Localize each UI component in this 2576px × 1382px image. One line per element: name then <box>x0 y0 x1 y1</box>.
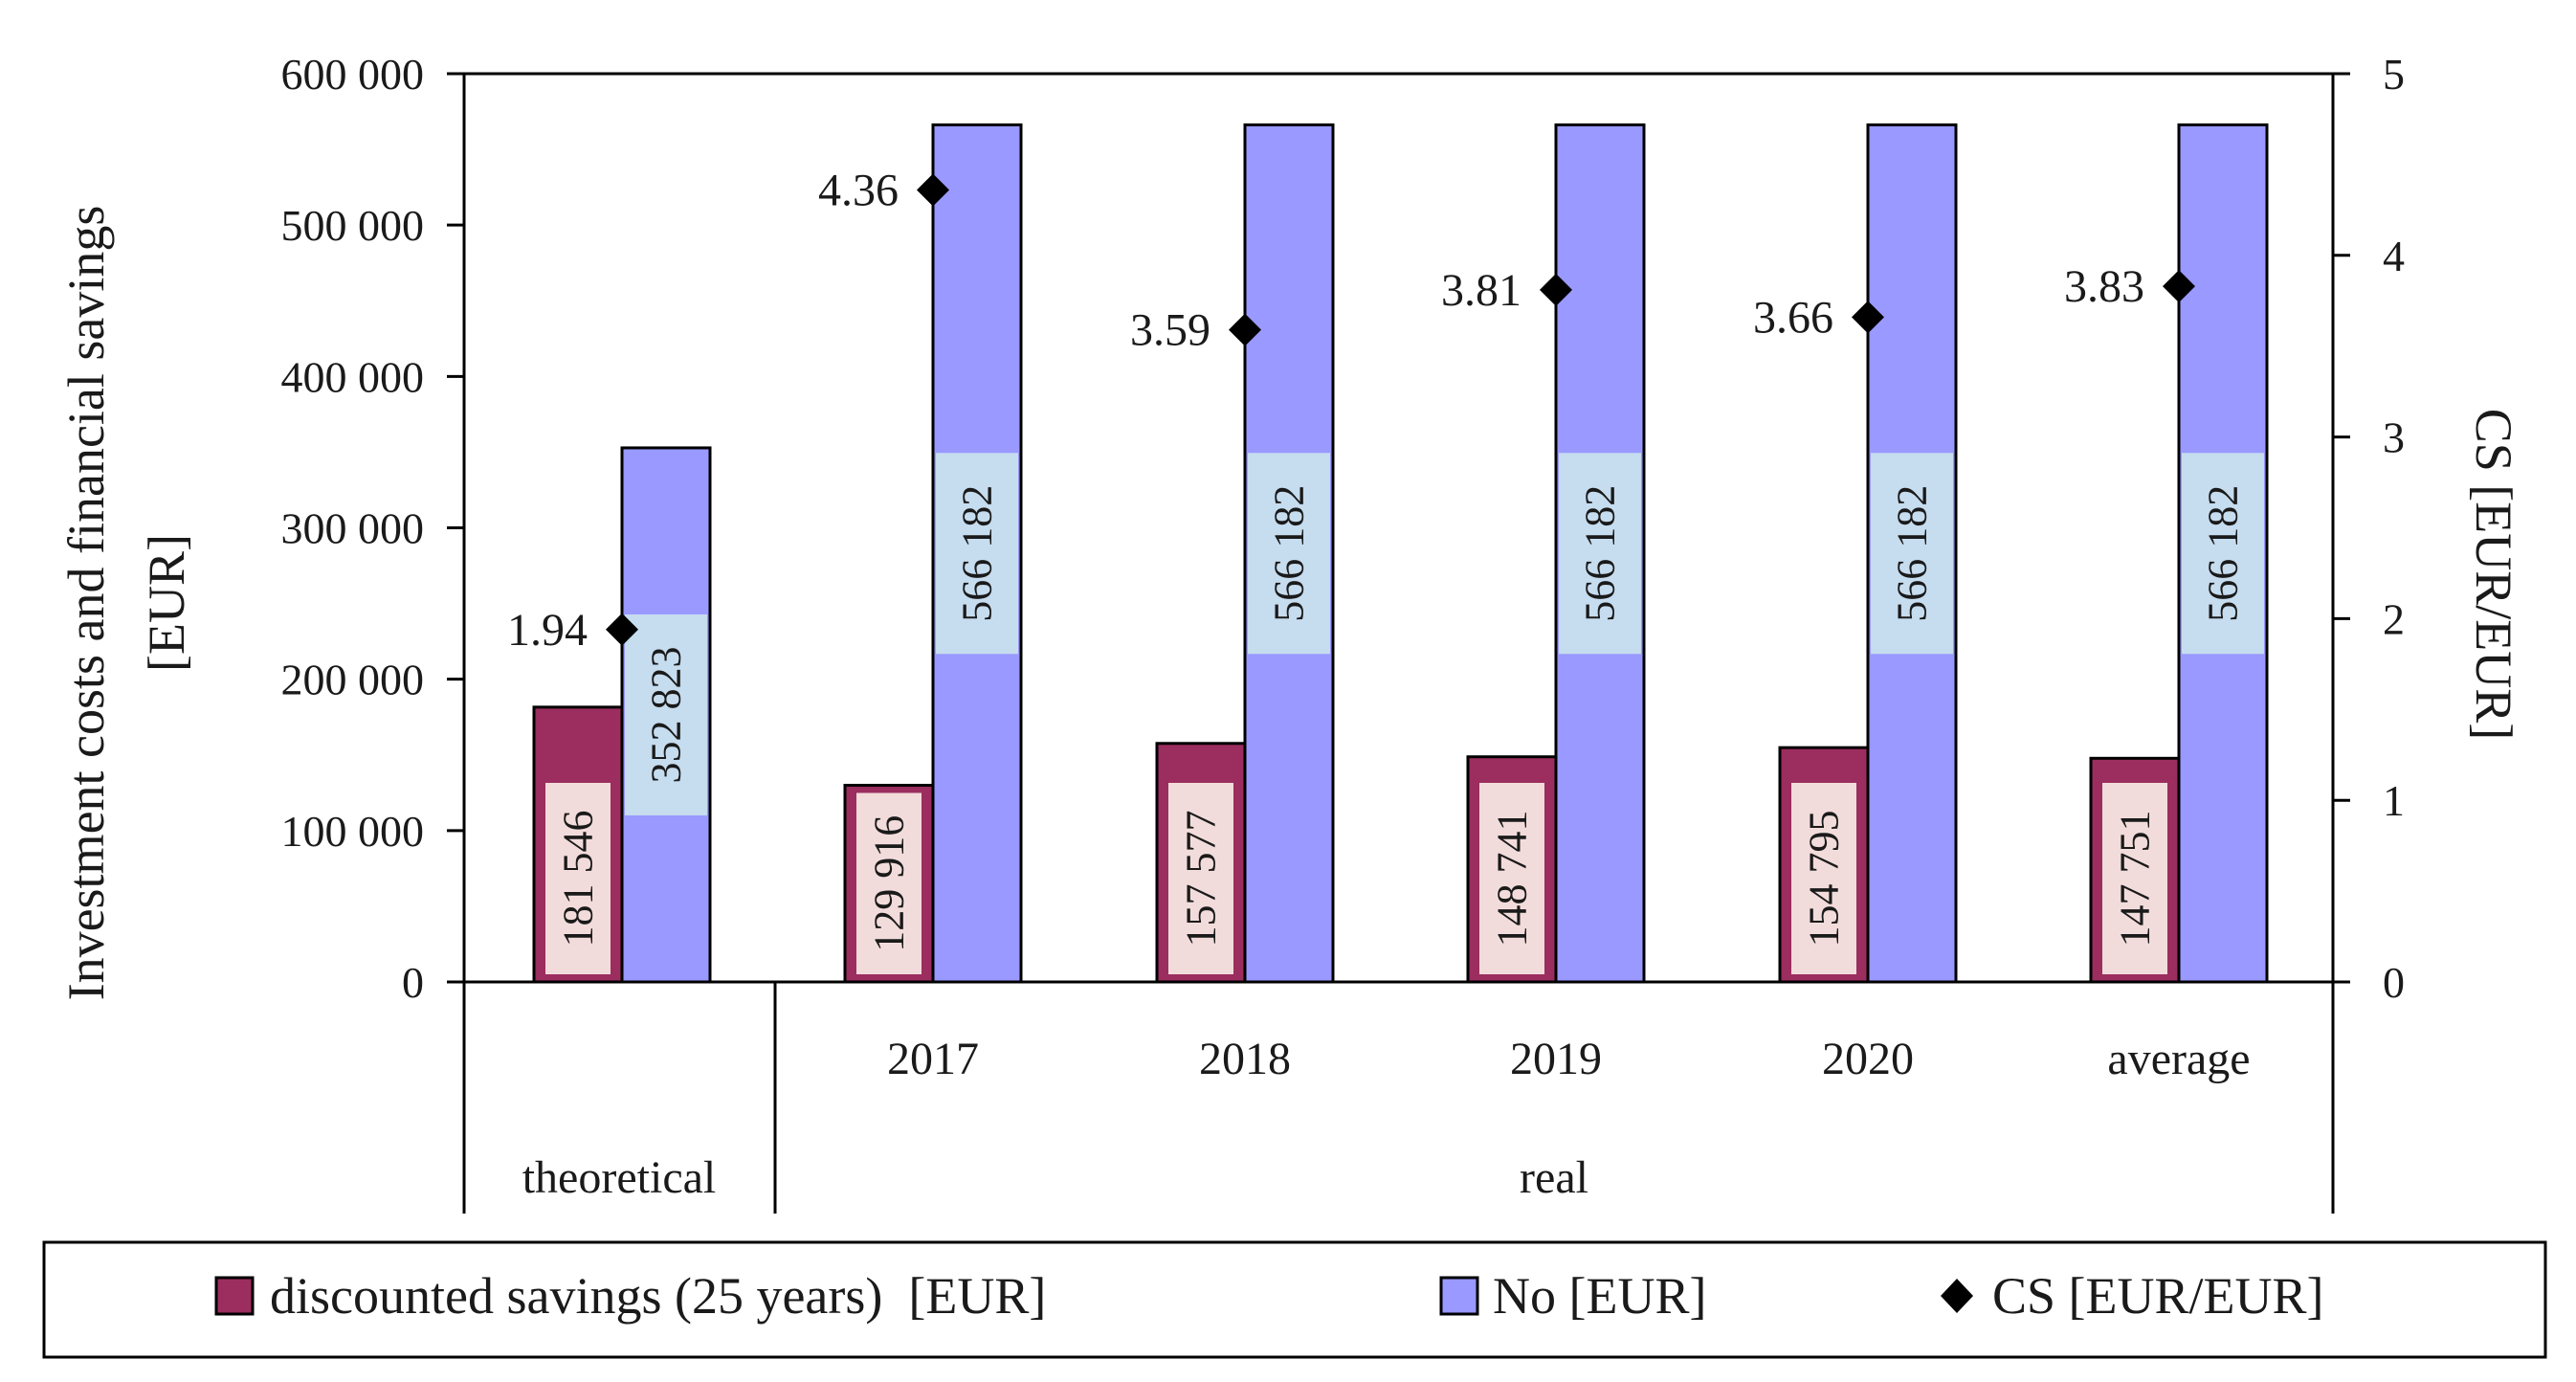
legend-label-cs: CS [EUR/EUR] <box>1992 1267 2324 1325</box>
cs-value-label: 4.36 <box>818 165 899 215</box>
y-axis-title-line2: [EUR] <box>138 534 195 672</box>
left-tick-label: 100 000 <box>281 807 425 856</box>
bar-savings-label-box <box>1168 783 1233 974</box>
legend-label-savings: discounted savings (25 years) [EUR] <box>270 1267 1046 1325</box>
bar-savings-label-box <box>545 783 611 974</box>
legend-swatch-savings <box>214 1276 255 1316</box>
right-tick-label: 0 <box>2383 958 2405 1007</box>
bar-savings-label-box <box>856 792 922 974</box>
category-label: 2019 <box>1510 1034 1602 1084</box>
right-tick-label: 5 <box>2383 50 2405 99</box>
bar-no-label-box <box>936 453 1018 655</box>
left-tick-label: 0 <box>402 958 424 1007</box>
bar-savings-label-box <box>1479 783 1544 974</box>
left-tick-label: 500 000 <box>281 201 425 250</box>
category-group-label: theoretical <box>522 1152 717 1203</box>
bar-no-value-label: 566 182 <box>954 485 1001 622</box>
category-label: 2018 <box>1199 1034 1291 1084</box>
legend-marker-cs <box>1941 1279 1973 1313</box>
cs-value-label: 3.81 <box>1441 265 1521 316</box>
bar-savings-label-box <box>1791 783 1856 974</box>
cs-points: 1.94 4.36 3.59 3.81 3.66 3.83 <box>507 165 2195 656</box>
bar-savings-value-label: 147 751 <box>2112 811 2159 947</box>
legend-box <box>42 1240 2547 1359</box>
category-label: 2020 <box>1822 1034 1914 1084</box>
bar-no-value-label: 352 823 <box>643 646 690 783</box>
cs-value-label: 3.59 <box>1130 305 1210 356</box>
bar-no-value-label: 566 182 <box>1577 485 1624 622</box>
legend: discounted savings (25 years) [EUR] No [… <box>214 1267 2324 1325</box>
left-tick-label: 300 000 <box>281 504 425 553</box>
right-axis-ticks: 0 1 2 3 4 5 <box>2333 50 2405 1007</box>
cs-value-label: 1.94 <box>507 605 588 656</box>
bar-savings-value-label: 129 916 <box>866 815 913 952</box>
cs-point <box>1229 313 1261 346</box>
bar-no-value-label: 566 182 <box>1889 485 1936 622</box>
cs-point <box>1852 301 1884 334</box>
legend-swatch-no <box>1439 1276 1479 1316</box>
right-tick-label: 4 <box>2383 232 2405 280</box>
bar-savings-value-label: 181 546 <box>555 811 602 947</box>
y2-axis-title: CS [EUR/EUR] <box>2465 409 2522 741</box>
legend-label-no: No [EUR] <box>1493 1267 1706 1325</box>
cs-point <box>917 173 949 207</box>
bar-savings-label-box <box>2102 783 2167 974</box>
left-tick-label: 400 000 <box>281 352 425 401</box>
category-label: average <box>2107 1034 2250 1084</box>
cs-value-label: 3.83 <box>2064 261 2144 312</box>
category-label: 2017 <box>887 1034 979 1084</box>
left-axis-ticks: 0 100 000 200 000 300 000 400 000 500 000 600 … <box>281 50 464 1007</box>
bar-no-label-box <box>1559 453 1641 655</box>
left-tick-label: 600 000 <box>281 50 425 99</box>
category-group-label: real <box>1520 1152 1588 1203</box>
cs-point <box>606 613 638 646</box>
cs-point <box>2163 270 2195 303</box>
right-tick-label: 3 <box>2383 413 2405 462</box>
cs-point <box>1540 273 1572 306</box>
bars: 181 546 352 823 129 916 566 182 157 577 566 1… <box>532 123 2269 984</box>
bar-savings-value-label: 157 577 <box>1178 811 1225 947</box>
y-axis-title-line1: Investment costs and financial savings <box>57 206 115 1001</box>
cs-value-label: 3.66 <box>1753 292 1833 343</box>
bar-no-label-box <box>2182 453 2264 655</box>
bar-no-label-box <box>1871 453 1953 655</box>
right-tick-label: 2 <box>2383 594 2405 643</box>
bar-no-value-label: 566 182 <box>1266 485 1313 622</box>
bar-no-value-label: 566 182 <box>2200 485 2247 622</box>
bar-no-label-box <box>625 613 707 815</box>
right-tick-label: 1 <box>2383 776 2405 825</box>
category-labels: 2017 2018 2019 2020 average theoretical real <box>522 1034 2251 1203</box>
left-tick-label: 200 000 <box>281 656 425 704</box>
bar-no-label-box <box>1248 453 1330 655</box>
bar-savings-value-label: 148 741 <box>1489 811 1536 947</box>
bar-savings-value-label: 154 795 <box>1801 811 1848 947</box>
